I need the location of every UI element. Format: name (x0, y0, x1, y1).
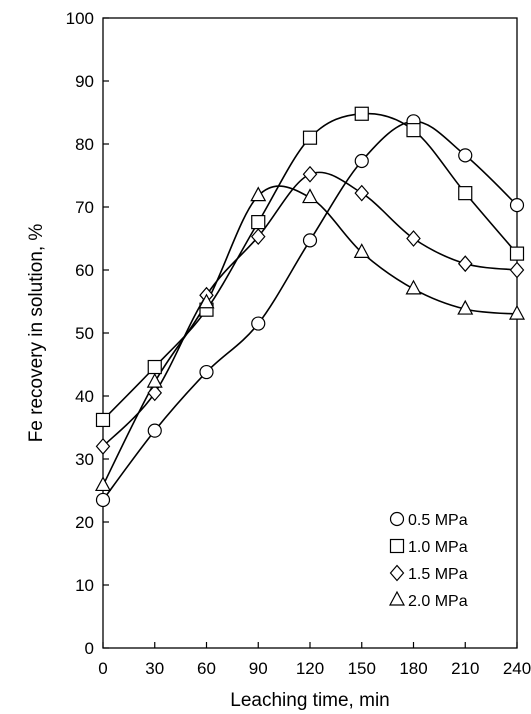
legend-marker-diamond (389, 564, 405, 582)
data-point-triangle (250, 186, 267, 202)
data-point-circle (509, 198, 525, 213)
data-point-circle (354, 153, 369, 169)
data-point-diamond (509, 261, 525, 279)
x-tick-label: 60 (197, 659, 216, 678)
x-tick-label: 120 (296, 659, 324, 678)
series-line-triangle (102, 185, 518, 486)
data-point-square (147, 359, 162, 375)
x-tick-label: 210 (451, 659, 479, 678)
y-tick-label: 80 (75, 135, 94, 154)
data-point-diamond (457, 255, 473, 273)
x-axis-label: Leaching time, min (230, 690, 389, 711)
data-point-square (406, 123, 421, 138)
y-tick-label: 90 (75, 72, 94, 91)
data-point-triangle (301, 188, 319, 204)
data-point-square (509, 246, 525, 261)
y-tick-label: 50 (75, 324, 94, 343)
data-point-triangle (146, 372, 163, 388)
legend-marker-triangle (388, 590, 406, 606)
data-point-circle (251, 316, 266, 331)
data-point-square (95, 412, 111, 428)
x-tick-label: 30 (145, 659, 164, 678)
data-point-circle (302, 233, 318, 248)
data-point-circle (95, 492, 111, 508)
data-point-circle (199, 364, 214, 380)
y-tick-label: 0 (85, 639, 94, 658)
data-point-diamond (250, 228, 266, 246)
data-point-diamond (147, 384, 163, 402)
y-tick-label: 10 (75, 576, 94, 595)
data-point-circle (458, 148, 473, 163)
legend-marker-square (389, 538, 405, 554)
data-point-triangle (508, 304, 526, 320)
y-tick-label: 20 (75, 513, 94, 532)
x-tick-label: 0 (98, 659, 107, 678)
legend-label: 0.5 MPa (408, 512, 468, 529)
data-point-square (458, 186, 473, 201)
x-tick-label: 150 (348, 659, 376, 678)
legend-marker-circle (389, 511, 405, 527)
data-point-square (251, 215, 266, 230)
x-tick-label: 240 (503, 659, 531, 678)
y-tick-label: 30 (75, 450, 94, 469)
legend-label: 2.0 MPa (408, 593, 468, 610)
data-point-square (302, 130, 318, 145)
data-point-square (354, 106, 369, 121)
legend-label: 1.5 MPa (408, 566, 468, 583)
series-markers (94, 106, 526, 508)
data-point-triangle (457, 299, 474, 315)
y-tick-label: 40 (75, 387, 94, 406)
data-point-triangle (94, 476, 112, 492)
data-point-diamond (95, 437, 111, 455)
data-point-triangle (405, 279, 422, 295)
y-tick-label: 70 (75, 198, 94, 217)
ticks-layer: 0 10 20 30 40 50 60 70 80 90 100 0 30 60 90 120 150 180 21… (66, 9, 531, 678)
data-point-diamond (354, 184, 370, 202)
legend-label: 1.0 MPa (408, 539, 468, 556)
data-point-circle (147, 423, 162, 438)
y-tick-label: 60 (75, 261, 94, 280)
data-point-triangle (198, 293, 215, 309)
legend: 0.5 MPa 1.0 MPa 1.5 MPa 2.0 MPa (388, 511, 468, 610)
x-tick-label: 90 (249, 659, 268, 678)
series-line-diamond (102, 171, 518, 447)
x-tick-label: 180 (399, 659, 427, 678)
data-point-triangle (353, 243, 370, 258)
y-axis-label: Fe recovery in solution, % (26, 224, 47, 443)
data-point-diamond (406, 230, 421, 247)
y-tick-label: 100 (66, 9, 94, 28)
data-point-diamond (302, 165, 318, 183)
